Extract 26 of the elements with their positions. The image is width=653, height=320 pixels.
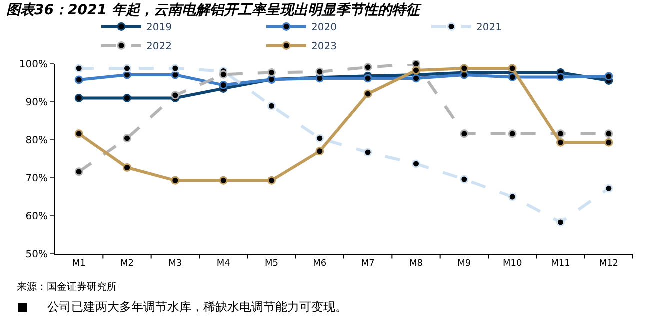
legend-label: 2021	[476, 22, 502, 34]
source-note: 来源：国金证券研究所	[17, 281, 117, 293]
x-tick-label: M12	[599, 258, 619, 269]
x-tick-label: M3	[168, 258, 182, 269]
legend-label: 2023	[312, 42, 337, 53]
x-tick-label: M10	[502, 258, 522, 269]
legend-label: 2022	[146, 42, 172, 53]
x-tick-label: M11	[551, 258, 570, 269]
chart-title: 图表36：2021 年起，云南电解铝开工率呈现出明显季节性的特征	[6, 2, 422, 19]
legend-label: 2019	[146, 22, 172, 34]
y-tick-label: 100%	[19, 60, 48, 70]
x-tick-label: M7	[361, 258, 375, 269]
x-tick-label: M5	[265, 258, 278, 269]
x-tick-label: M2	[120, 258, 134, 269]
y-tick-label: 80%	[26, 136, 48, 146]
legend-label: 2020	[312, 22, 337, 34]
x-tick-label: M8	[410, 258, 424, 269]
x-tick-label: M9	[458, 258, 472, 269]
text: ■ 公司已建两大多年调节水库，稀缺水电调节能力可变现。	[17, 300, 348, 314]
y-tick-label: 90%	[26, 98, 48, 108]
y-tick-label: 70%	[26, 174, 48, 184]
x-tick-label: M6	[313, 258, 327, 269]
y-tick-label: 50%	[26, 250, 48, 260]
x-tick-label: M1	[72, 258, 86, 269]
x-tick-label: M4	[216, 258, 231, 269]
y-tick-label: 60%	[26, 212, 48, 222]
